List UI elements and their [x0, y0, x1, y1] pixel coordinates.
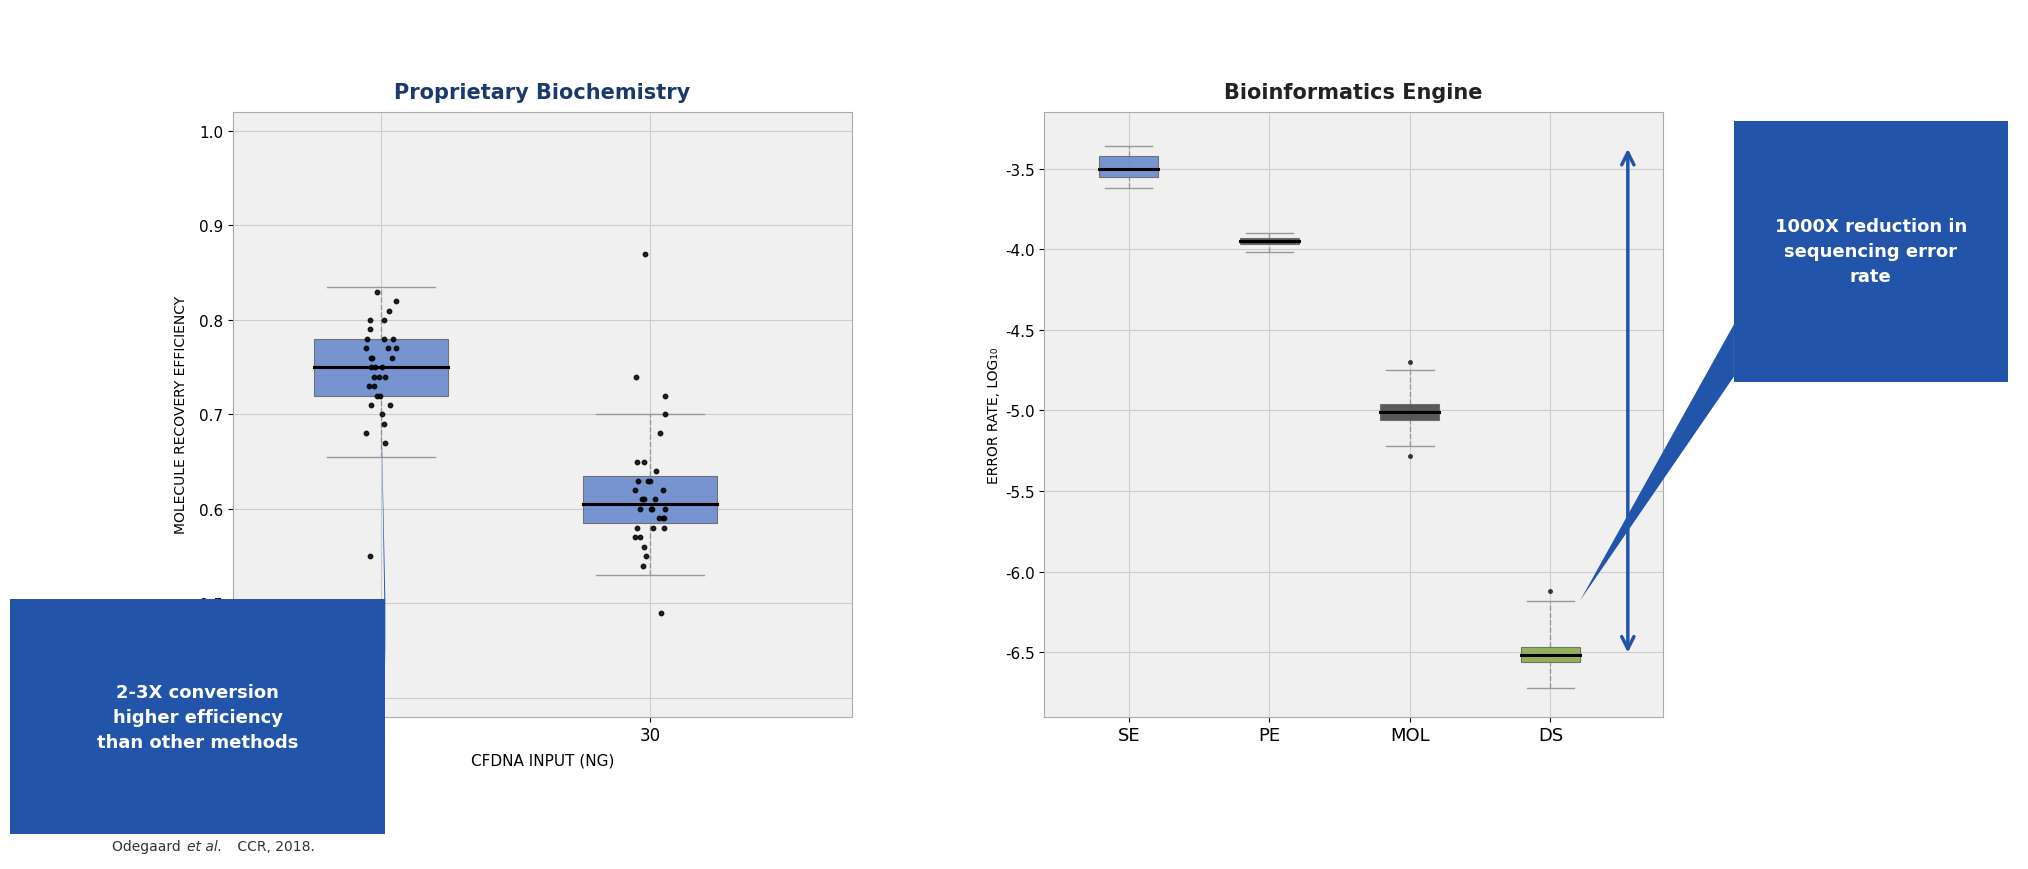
Bar: [582, 476, 718, 523]
Title: Proprietary Biochemistry: Proprietary Biochemistry: [393, 83, 692, 103]
Bar: [1239, 239, 1298, 245]
Bar: [1521, 647, 1580, 662]
Text: et al.: et al.: [187, 839, 221, 853]
Y-axis label: MOLECULE RECOVERY EFFICIENCY: MOLECULE RECOVERY EFFICIENCY: [174, 296, 189, 534]
Text: 2-3X conversion
higher efficiency
than other methods: 2-3X conversion higher efficiency than o…: [97, 683, 298, 751]
Text: CCR, 2018.: CCR, 2018.: [233, 839, 314, 853]
Text: 1000X reduction in
sequencing error
rate: 1000X reduction in sequencing error rate: [1774, 218, 1967, 286]
Bar: [1099, 156, 1158, 177]
Y-axis label: ERROR RATE, LOG₁₀: ERROR RATE, LOG₁₀: [988, 347, 1002, 483]
X-axis label: CFDNA INPUT (NG): CFDNA INPUT (NG): [470, 753, 614, 768]
Text: Odegaard: Odegaard: [112, 839, 185, 853]
Bar: [314, 340, 448, 396]
Title: Bioinformatics Engine: Bioinformatics Engine: [1225, 83, 1482, 103]
Bar: [1381, 404, 1440, 421]
